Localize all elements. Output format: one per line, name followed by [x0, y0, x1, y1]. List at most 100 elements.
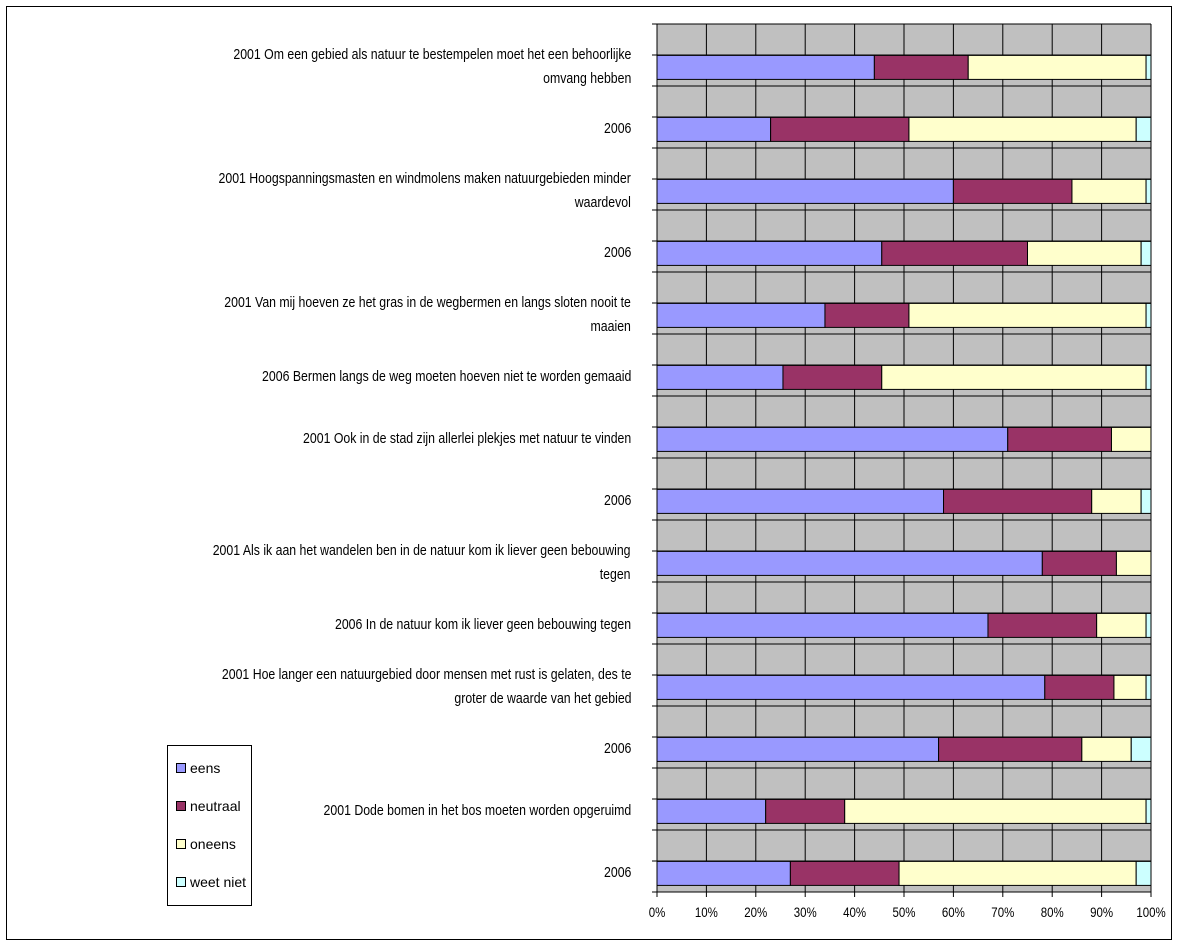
category-label-line: tegen — [600, 566, 631, 584]
legend-item: eens — [176, 760, 220, 776]
bar-segment-eens — [656, 860, 791, 886]
chart-svg: 0% 10% 20% 30% 40% 50% 60% 70% 80% 90% 100% — [649, 23, 1166, 920]
category-label-line: 2006 In de natuur kom ik liever geen beb… — [334, 616, 631, 634]
legend-swatch — [176, 801, 186, 811]
axes-group — [652, 23, 1152, 897]
category-label-line: 2001 Als ik aan het wandelen ben in de n… — [213, 542, 631, 560]
bar-segment-oneens — [881, 364, 1147, 390]
bar-segment-oneens — [908, 302, 1147, 328]
bar-segment-eens — [656, 798, 767, 824]
bar-segment-weet-niet — [1145, 364, 1152, 390]
bar-segment-neutraal — [770, 116, 910, 142]
category-label-line: maaien — [590, 318, 631, 336]
bar-segment-neutraal — [782, 364, 883, 390]
legend-swatch — [176, 839, 186, 849]
category-label: 2001 Om een gebied als natuur te bestemp… — [233, 43, 631, 91]
bar-segment-weet-niet — [1140, 488, 1152, 514]
category-label-line: 2006 Bermen langs de weg moeten hoeven n… — [261, 368, 631, 386]
bar-segment-eens — [656, 426, 1009, 452]
legend-swatch — [176, 877, 186, 887]
x-tick-label: 10% — [695, 904, 718, 920]
legend-label: weet niet — [190, 874, 247, 890]
bar-segment-weet-niet — [1145, 54, 1152, 80]
x-tick-label: 70% — [991, 904, 1014, 920]
bar-segment-weet-niet — [1145, 674, 1152, 700]
category-label: 2001 Als ik aan het wandelen ben in de n… — [213, 539, 631, 587]
bar-segment-eens — [656, 736, 940, 762]
x-tick-label: 90% — [1090, 904, 1113, 920]
legend: eens neutraal oneens weet niet — [167, 745, 252, 906]
category-label: 2006 — [604, 241, 631, 265]
category-label: 2001 Van mij hoeven ze het gras in de we… — [224, 291, 631, 339]
x-tick-label: 30% — [794, 904, 817, 920]
bar-segment-neutraal — [789, 860, 900, 886]
bar-segment-oneens — [1096, 612, 1147, 638]
bar-segment-weet-niet — [1145, 612, 1152, 638]
bar-segment-oneens — [967, 54, 1147, 80]
bar-segment-neutraal — [952, 178, 1073, 204]
category-label-line: groter de waarde van het gebied — [453, 690, 631, 708]
bar-segment-weet-niet — [1145, 302, 1152, 328]
category-label-line: 2001 Om een gebied als natuur te bestemp… — [233, 46, 631, 64]
x-tick-label: 40% — [843, 904, 866, 920]
category-label-line: 2006 — [603, 740, 631, 758]
x-tick-label: 20% — [744, 904, 767, 920]
bar-segment-oneens — [844, 798, 1147, 824]
legend-swatch — [176, 763, 186, 773]
legend-label: eens — [190, 760, 221, 776]
bar-segment-weet-niet — [1140, 240, 1152, 266]
category-label-line: omvang hebben — [542, 70, 631, 88]
category-label-line: 2006 — [603, 244, 631, 262]
bar-segment-weet-niet — [1130, 736, 1152, 762]
category-label-line: 2006 — [603, 864, 631, 882]
category-label-line: 2001 Hoogspanningsmasten en windmolens m… — [218, 170, 631, 188]
category-label: 2001 Dode bomen in het bos moeten worden… — [323, 799, 631, 823]
tick-labels-group: 0% 10% 20% 30% 40% 50% 60% 70% 80% 90% 100% — [649, 904, 1166, 920]
bar-segment-oneens — [1091, 488, 1142, 514]
legend-item: neutraal — [176, 798, 241, 814]
bar-segment-eens — [656, 612, 989, 638]
bar-segment-oneens — [1027, 240, 1142, 266]
category-label: 2006 — [604, 737, 631, 761]
chart-frame: 0% 10% 20% 30% 40% 50% 60% 70% 80% 90% 100% 2001 O… — [6, 6, 1172, 940]
bars-group — [656, 54, 1152, 886]
category-label: 2006 — [604, 489, 631, 513]
x-tick-label: 80% — [1041, 904, 1064, 920]
bar-segment-eens — [656, 116, 772, 142]
bar-segment-oneens — [1113, 674, 1147, 700]
bar-segment-neutraal — [943, 488, 1093, 514]
bar-segment-eens — [656, 674, 1046, 700]
bar-segment-neutraal — [987, 612, 1098, 638]
category-label-line: 2006 — [603, 492, 631, 510]
bar-segment-neutraal — [765, 798, 846, 824]
bar-segment-neutraal — [1044, 674, 1115, 700]
category-label-line: 2006 — [603, 120, 631, 138]
bar-segment-oneens — [908, 116, 1137, 142]
bar-segment-oneens — [1081, 736, 1132, 762]
bar-segment-eens — [656, 54, 875, 80]
bar-segment-oneens — [898, 860, 1137, 886]
x-tick-label: 0% — [649, 904, 666, 920]
category-label: 2006 In de natuur kom ik liever geen beb… — [335, 613, 631, 637]
bar-segment-oneens — [1115, 550, 1152, 576]
legend-label: neutraal — [190, 798, 241, 814]
bar-segment-oneens — [1110, 426, 1152, 452]
bar-segment-neutraal — [1041, 550, 1117, 576]
legend-item: oneens — [176, 836, 236, 852]
category-label: 2001 Ook in de stad zijn allerlei plekje… — [303, 427, 631, 451]
legend-item: weet niet — [176, 874, 246, 890]
bar-segment-eens — [656, 240, 883, 266]
bar-segment-neutraal — [1007, 426, 1112, 452]
bar-segment-weet-niet — [1145, 798, 1152, 824]
category-label-line: 2001 Van mij hoeven ze het gras in de we… — [224, 294, 631, 312]
category-label-line: waardevol — [574, 194, 631, 212]
bar-segment-neutraal — [824, 302, 910, 328]
bar-segment-eens — [656, 364, 784, 390]
bar-segment-neutraal — [938, 736, 1083, 762]
category-label: 2001 Hoe langer een natuurgebied door me… — [221, 663, 631, 711]
x-tick-label: 60% — [942, 904, 965, 920]
bar-segment-weet-niet — [1145, 178, 1152, 204]
bar-segment-eens — [656, 302, 826, 328]
bar-segment-eens — [656, 550, 1043, 576]
category-label-line: 2001 Ook in de stad zijn allerlei plekje… — [302, 430, 631, 448]
